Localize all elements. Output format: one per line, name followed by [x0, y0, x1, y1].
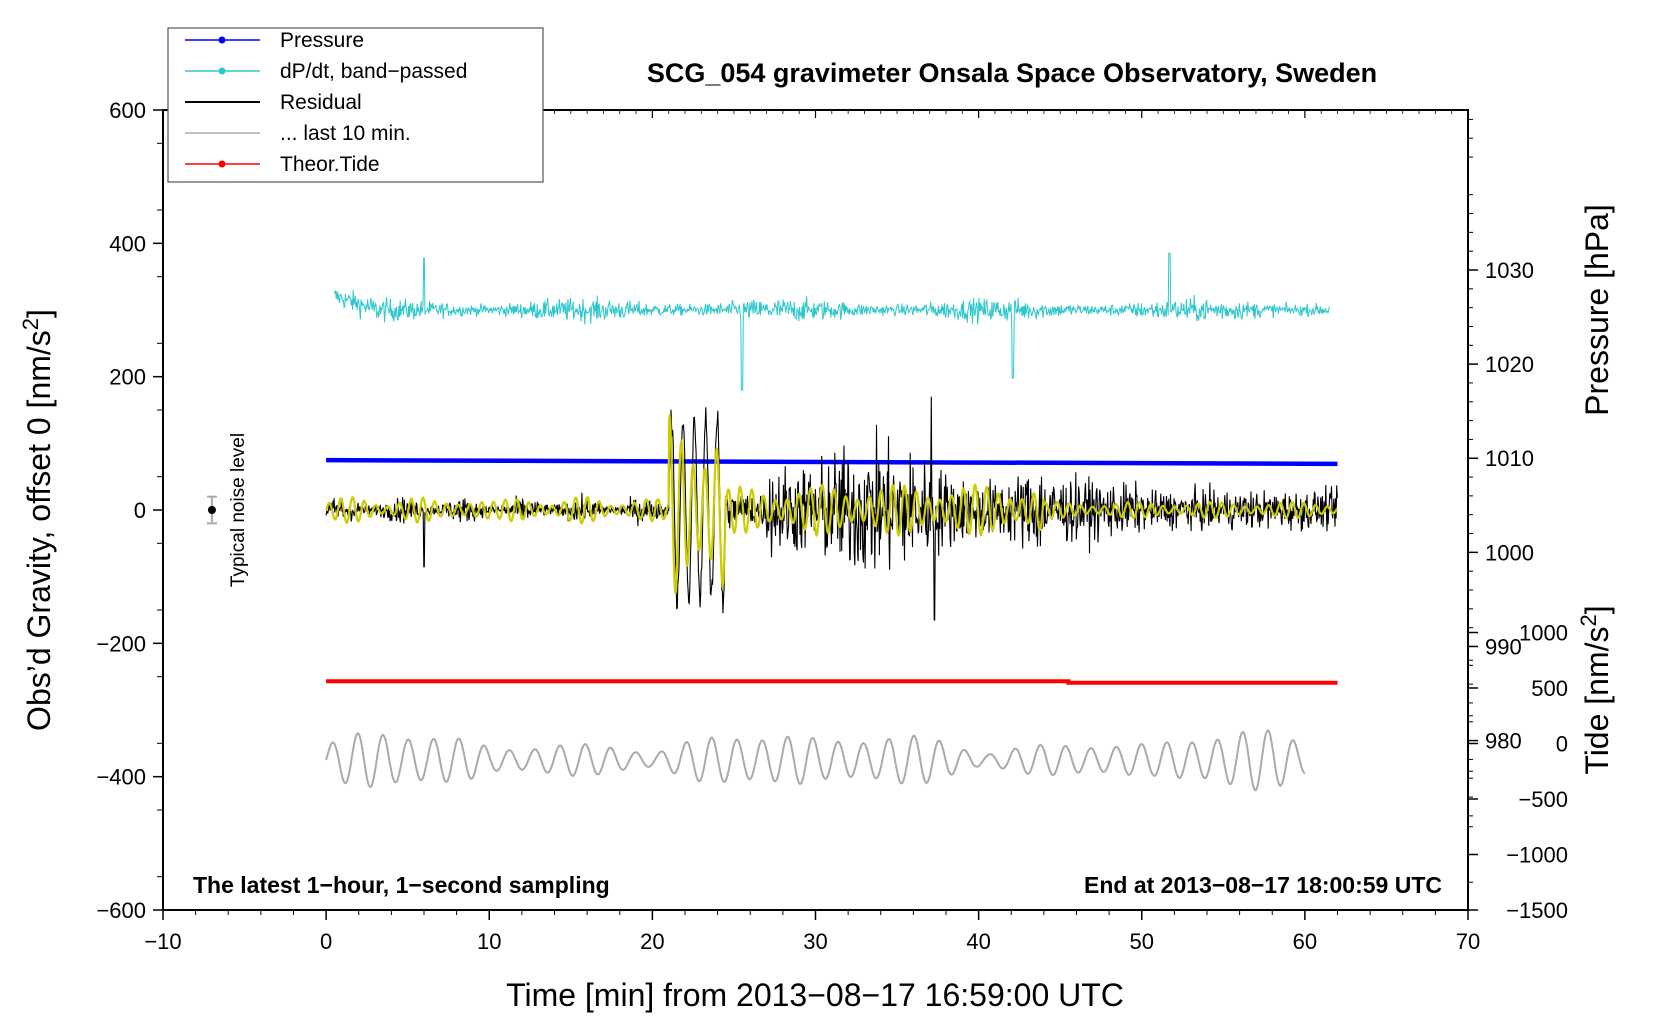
legend-label: dP/dt, band−passed	[280, 60, 467, 83]
noise-level-label: Typical noise level	[228, 433, 249, 587]
y-axis-left-label: Obs’d Gravity, offset 0 [nm/s2]	[18, 309, 57, 731]
y-axis-right-pressure: 1030 1020 1010 1000 990 980	[1468, 118, 1534, 817]
series-dpdt-line	[333, 252, 1330, 391]
legend-swatch-marker	[218, 36, 226, 44]
legend-box	[167, 27, 544, 183]
y-axis-right-tide-label: Tide [nm/s2]	[1576, 605, 1615, 774]
x-tick-label: −10	[144, 929, 181, 954]
chart-title: SCG_054 gravimeter Onsala Space Observat…	[647, 58, 1377, 88]
pressure-tick-label: 990	[1485, 634, 1522, 659]
tide-tick-label: −1000	[1506, 843, 1568, 868]
pressure-tick-label: 1000	[1485, 540, 1534, 565]
x-tick-label: 30	[803, 929, 827, 954]
legend-label: ... last 10 min.	[280, 122, 411, 145]
tide-tick-label: 0	[1556, 732, 1568, 757]
noise-bar-dot	[207, 506, 216, 514]
y-tick-label: −400	[96, 765, 146, 790]
legend: Pressure dP/dt, band−passed Residual ... la…	[167, 27, 544, 183]
x-tick-label: 20	[640, 929, 664, 954]
legend-swatch-marker	[218, 67, 226, 75]
y-tick-label: −200	[96, 631, 146, 656]
x-tick-label: 0	[320, 929, 332, 954]
series-layer	[325, 252, 1339, 792]
x-tick-label: 60	[1293, 929, 1317, 954]
series-theor-tide-line	[326, 679, 1338, 685]
tide-tick-label: 1000	[1519, 621, 1568, 646]
x-tick-label: 40	[966, 929, 990, 954]
y-axis-left: 600 400 200 0 −200 −400 −600	[96, 98, 163, 923]
y-tick-label: 600	[109, 98, 146, 123]
series-last10min-line	[325, 729, 1306, 792]
legend-label: Theor.Tide	[280, 153, 380, 176]
y-tick-label: 200	[109, 365, 146, 390]
x-axis: −10 0 10 20 30 40 50 60 70	[144, 110, 1480, 954]
pressure-tick-label: 1030	[1485, 258, 1534, 283]
legend-label: Residual	[280, 91, 362, 114]
annotation-end-time: End at 2013−08−17 18:00:59 UTC	[1084, 872, 1442, 898]
y-tick-label: 0	[134, 498, 146, 523]
legend-label: Pressure	[280, 29, 364, 52]
x-tick-label: 10	[477, 929, 501, 954]
annotation-sampling: The latest 1−hour, 1−second sampling	[193, 872, 610, 898]
series-filtered-residual-line	[325, 412, 1339, 596]
tide-tick-label: −500	[1518, 787, 1568, 812]
series-residual-line	[325, 396, 1338, 621]
y-axis-right-pressure-label: Pressure [hPa]	[1579, 204, 1615, 416]
pressure-tick-label: 1020	[1485, 352, 1534, 377]
y-axis-right-tide: 1000 500 0 −500 −1000 −1500	[1468, 621, 1568, 923]
series-pressure-line	[326, 457, 1338, 467]
y-tick-label: −600	[96, 898, 146, 923]
noise-level-bar	[206, 495, 217, 525]
y-tick-label: 400	[109, 231, 146, 256]
x-axis-label: Time [min] from 2013−08−17 16:59:00 UTC	[506, 977, 1124, 1013]
tide-tick-label: −1500	[1506, 898, 1568, 923]
minor-ticks	[157, 110, 1453, 915]
pressure-tick-label: 980	[1485, 729, 1522, 754]
legend-swatch-marker	[218, 160, 226, 168]
tide-tick-label: 500	[1531, 676, 1568, 701]
x-tick-label: 50	[1130, 929, 1154, 954]
pressure-tick-label: 1010	[1485, 446, 1534, 471]
x-tick-label: 70	[1456, 929, 1480, 954]
